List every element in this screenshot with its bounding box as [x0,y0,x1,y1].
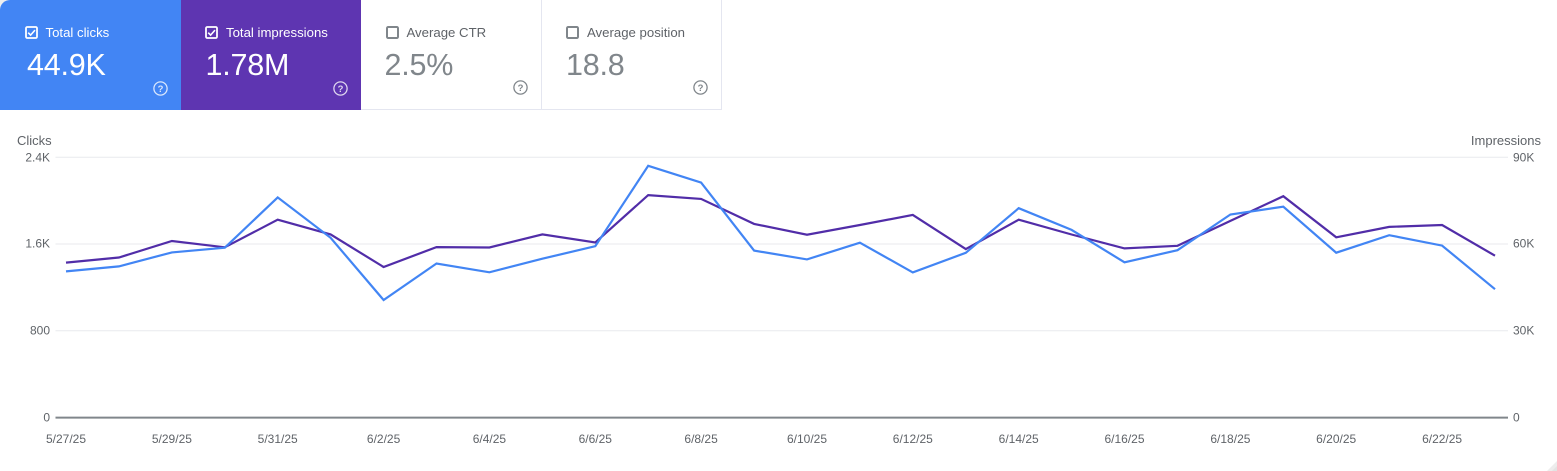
svg-text:?: ? [517,83,523,94]
svg-text:800: 800 [30,324,50,338]
svg-text:2.4K: 2.4K [25,151,50,165]
svg-text:6/4/25: 6/4/25 [473,432,507,446]
svg-text:60K: 60K [1513,237,1534,251]
svg-text:6/8/25: 6/8/25 [684,432,718,446]
svg-text:5/31/25: 5/31/25 [258,432,298,446]
svg-text:6/2/25: 6/2/25 [367,432,401,446]
svg-text:6/6/25: 6/6/25 [579,432,613,446]
svg-text:6/12/25: 6/12/25 [893,432,933,446]
svg-text:Clicks: Clicks [17,133,52,148]
svg-text:Impressions: Impressions [1471,133,1542,148]
svg-text:6/22/25: 6/22/25 [1422,432,1462,446]
svg-text:0: 0 [43,411,50,425]
svg-text:?: ? [698,83,704,94]
svg-text:0: 0 [1513,411,1520,425]
svg-text:30K: 30K [1513,324,1534,338]
svg-text:5/27/25: 5/27/25 [46,432,86,446]
svg-text:6/14/25: 6/14/25 [999,432,1039,446]
svg-text:6/18/25: 6/18/25 [1210,432,1250,446]
svg-text:6/10/25: 6/10/25 [787,432,827,446]
svg-text:?: ? [157,84,163,95]
svg-text:?: ? [338,84,344,95]
svg-text:90K: 90K [1513,151,1534,165]
svg-text:6/16/25: 6/16/25 [1104,432,1144,446]
svg-text:6/20/25: 6/20/25 [1316,432,1356,446]
svg-text:5/29/25: 5/29/25 [152,432,192,446]
svg-text:1.6K: 1.6K [25,237,50,251]
